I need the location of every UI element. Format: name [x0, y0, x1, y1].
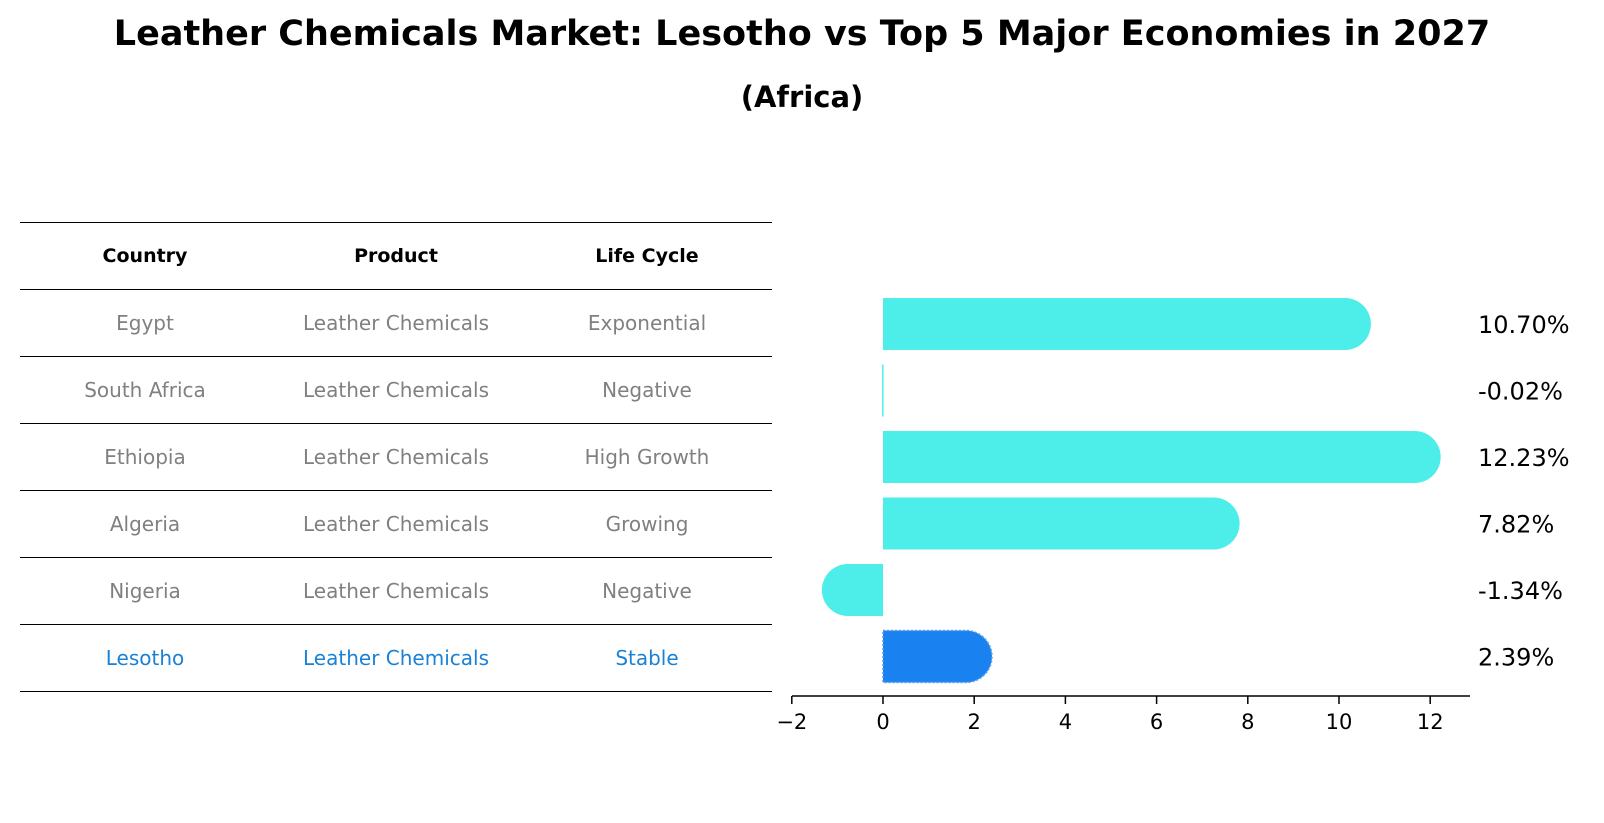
cell-life-cycle: Stable — [615, 646, 679, 670]
cell-product: Leather Chemicals — [303, 579, 489, 603]
cell-country: Algeria — [109, 512, 181, 536]
table-row: Algeria Leather Chemicals Growing — [20, 490, 772, 557]
value-label: -1.34% — [1478, 577, 1563, 605]
value-label: 7.82% — [1478, 511, 1554, 539]
header-life-cycle: Life Cycle — [595, 245, 699, 267]
bar-algeria — [883, 497, 1240, 550]
bar-south-africa — [882, 364, 884, 417]
cell-product: Leather Chemicals — [303, 378, 489, 402]
cell-life-cycle: Negative — [602, 579, 692, 603]
comparison-table: Country Product Life Cycle Egypt Leather… — [20, 222, 772, 692]
x-tick-label: 0 — [876, 710, 889, 734]
cell-product: Leather Chemicals — [303, 445, 489, 469]
x-tick-label: 8 — [1241, 710, 1254, 734]
bar-nigeria — [821, 564, 883, 616]
table-row: Egypt Leather Chemicals Exponential — [20, 289, 772, 356]
x-tick-label: −2 — [776, 710, 807, 734]
x-tick-label: 10 — [1326, 710, 1353, 734]
chart-title: Leather Chemicals Market: Lesotho vs Top… — [113, 14, 1491, 54]
cell-product: Leather Chemicals — [303, 512, 489, 536]
table-header-row: Country Product Life Cycle — [20, 222, 772, 289]
cell-product: Leather Chemicals — [303, 311, 489, 335]
cell-country: South Africa — [84, 378, 206, 402]
cell-life-cycle: Negative — [602, 378, 692, 402]
x-tick-label: 12 — [1417, 710, 1444, 734]
bar-ethiopia — [883, 431, 1441, 483]
bar-lesotho — [882, 629, 993, 684]
value-label: 10.70% — [1478, 311, 1570, 339]
chart-subtitle: (Africa) — [740, 80, 864, 114]
cell-country: Ethiopia — [104, 445, 186, 469]
table-row: South Africa Leather Chemicals Negative — [20, 356, 772, 423]
header-country: Country — [102, 245, 188, 267]
cell-country: Nigeria — [109, 579, 181, 603]
x-tick-label: 2 — [968, 710, 981, 734]
cell-life-cycle: Growing — [605, 512, 689, 536]
cell-product: Leather Chemicals — [303, 646, 489, 670]
x-tick-label: 4 — [1059, 710, 1072, 734]
table-row-highlighted: Lesotho Leather Chemicals Stable — [20, 624, 772, 692]
value-label: 12.23% — [1478, 444, 1570, 472]
x-tick-label: 6 — [1150, 710, 1163, 734]
table-row: Ethiopia Leather Chemicals High Growth — [20, 423, 772, 490]
bar-egypt — [883, 298, 1371, 350]
cell-country: Lesotho — [105, 646, 185, 670]
cell-country: Egypt — [116, 311, 174, 335]
value-label: 2.39% — [1478, 644, 1554, 672]
cell-life-cycle: Exponential — [587, 311, 707, 335]
cell-life-cycle: High Growth — [584, 445, 710, 469]
header-product: Product — [354, 245, 438, 267]
value-label: -0.02% — [1478, 378, 1563, 406]
table-row: Nigeria Leather Chemicals Negative — [20, 557, 772, 624]
